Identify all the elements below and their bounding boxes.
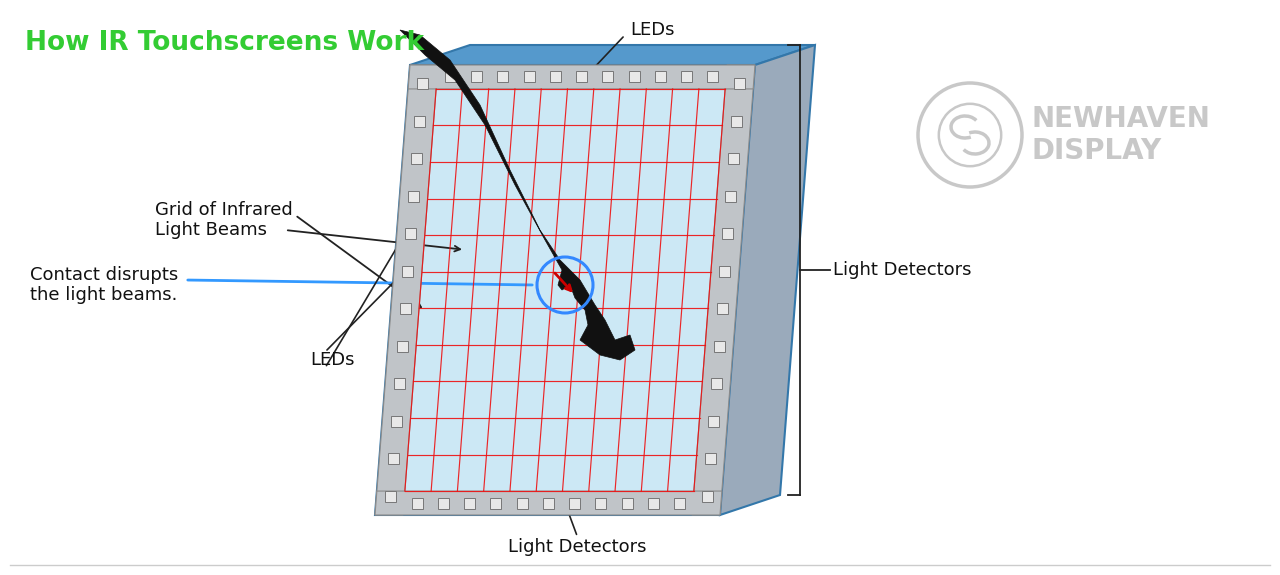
Bar — [710, 378, 722, 389]
Text: DISPLAY: DISPLAY — [1032, 137, 1162, 165]
Polygon shape — [399, 30, 635, 360]
Bar — [655, 71, 666, 82]
Polygon shape — [408, 65, 755, 89]
Bar — [406, 228, 416, 239]
Bar — [438, 497, 449, 508]
Bar — [628, 71, 640, 82]
Bar — [722, 228, 733, 239]
Bar — [726, 191, 736, 202]
Bar — [681, 71, 692, 82]
Bar — [408, 191, 420, 202]
Text: Light Detectors: Light Detectors — [833, 261, 972, 279]
Bar — [417, 78, 428, 89]
Bar — [622, 497, 632, 508]
Bar — [543, 497, 554, 508]
Text: NEWHAVEN: NEWHAVEN — [1032, 105, 1211, 133]
Text: LEDs: LEDs — [630, 21, 675, 39]
Bar — [731, 116, 742, 126]
Bar — [733, 78, 745, 89]
Bar — [412, 497, 422, 508]
Bar — [390, 416, 402, 427]
Text: Contact disrupts
the light beams.: Contact disrupts the light beams. — [29, 266, 178, 304]
Bar — [490, 497, 502, 508]
Bar — [570, 497, 580, 508]
Bar — [728, 154, 740, 164]
Bar — [517, 497, 527, 508]
Bar — [717, 303, 727, 315]
Bar — [444, 71, 456, 82]
Bar — [576, 71, 588, 82]
Bar — [550, 71, 561, 82]
Bar — [465, 497, 475, 508]
Bar — [394, 378, 404, 389]
Bar — [708, 416, 719, 427]
Bar — [705, 453, 716, 464]
Bar — [415, 116, 425, 126]
Bar — [648, 497, 659, 508]
Text: How IR Touchscreens Work: How IR Touchscreens Work — [26, 30, 424, 56]
Polygon shape — [719, 45, 815, 515]
Bar — [385, 490, 396, 502]
Bar — [708, 71, 718, 82]
Bar — [497, 71, 508, 82]
Bar — [524, 71, 535, 82]
Bar — [388, 453, 399, 464]
Bar — [701, 490, 713, 502]
Text: Grid of Infrared
Light Beams: Grid of Infrared Light Beams — [155, 201, 293, 239]
Polygon shape — [375, 65, 755, 515]
Bar — [603, 71, 613, 82]
Bar — [411, 154, 422, 164]
Bar — [675, 497, 685, 508]
Polygon shape — [692, 65, 755, 515]
Bar — [471, 71, 483, 82]
Text: LEDs: LEDs — [310, 351, 355, 369]
Polygon shape — [375, 65, 438, 515]
Bar — [399, 303, 411, 315]
Polygon shape — [410, 45, 815, 65]
Text: Light Detectors: Light Detectors — [508, 538, 646, 556]
Bar — [714, 341, 724, 352]
Bar — [595, 497, 607, 508]
Bar — [719, 266, 731, 277]
Bar — [397, 341, 407, 352]
Bar — [402, 266, 413, 277]
Polygon shape — [375, 491, 722, 515]
